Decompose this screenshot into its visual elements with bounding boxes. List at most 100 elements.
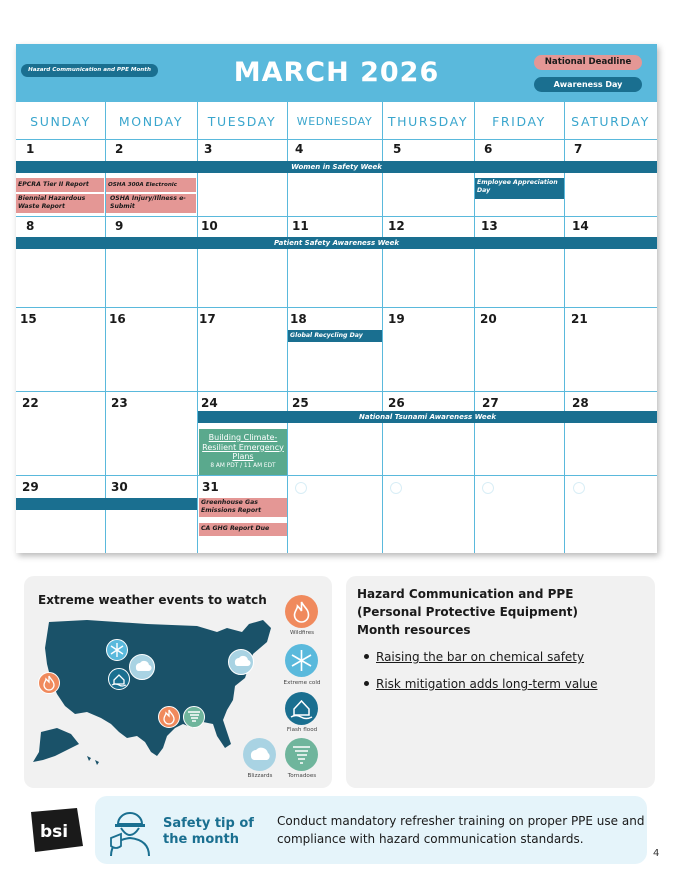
fire-icon: [158, 706, 180, 728]
extreme-weather-panel: Extreme weather events to watch Wildfire…: [24, 576, 332, 788]
day-number: 20: [480, 312, 497, 326]
day-number: 25: [292, 396, 309, 410]
day-number: 14: [572, 219, 589, 233]
osha-300a-event: OSHA 300A Electronic Report: [106, 178, 196, 192]
bsi-logo: bsi: [25, 804, 87, 856]
day-number: 29: [22, 480, 39, 494]
resources-title: Hazard Communication and PPE (Personal P…: [357, 587, 579, 637]
day-number: 21: [571, 312, 588, 326]
blizzard-icon: [243, 738, 276, 771]
patient-safety-week-band: Patient Safety Awareness Week: [16, 237, 657, 249]
day-number: 19: [388, 312, 405, 326]
legend-label: Flash flood: [286, 727, 318, 733]
grid-line: [287, 102, 288, 553]
legend-label: Tornadoes: [287, 773, 317, 779]
day-number: 2: [115, 142, 124, 156]
dayname-thursday: THURSDAY: [387, 114, 469, 129]
day-number: 5: [393, 142, 402, 156]
employee-appreciation-day-event: Employee Appreciation Day: [475, 178, 564, 199]
day-number: 4: [295, 142, 304, 156]
day-number: 11: [292, 219, 309, 233]
legend-label: Wildfires: [289, 630, 315, 636]
dayname-tuesday: TUESDAY: [207, 114, 277, 129]
dayname-friday: FRIDAY: [492, 114, 546, 129]
day-number: 9: [115, 219, 124, 233]
grid-line: [16, 475, 657, 476]
epcra-report-event: EPCRA Tier II Report: [16, 178, 104, 192]
page-number: 4: [653, 848, 660, 859]
day-number: 31: [202, 480, 219, 494]
tornado-icon: [285, 738, 318, 771]
day-number: 10: [201, 219, 218, 233]
day-number: 18: [290, 312, 307, 326]
bsi-wordmark: bsi: [40, 822, 68, 842]
grid-line: [16, 391, 657, 392]
tsunami-awareness-week-band: National Tsunami Awareness Week: [198, 411, 657, 423]
greenhouse-gas-report-event: Greenhouse Gas Emissions Report: [199, 498, 287, 517]
day-number: 15: [20, 312, 37, 326]
dayname-monday: MONDAY: [118, 114, 184, 129]
day-number: 28: [572, 396, 589, 410]
weather-title: Extreme weather events to watch: [38, 593, 267, 607]
day-number: 17: [199, 312, 216, 326]
legend-label: Extreme cold: [283, 680, 321, 686]
empty-day-dot: [390, 482, 402, 494]
chemical-safety-link[interactable]: Raising the bar on chemical safety: [376, 650, 585, 664]
grid-line: [16, 307, 657, 308]
blizzard-icon: [129, 654, 155, 680]
global-recycling-day-event: Global Recycling Day: [288, 330, 382, 342]
grid-line: [382, 102, 383, 553]
legend-national-deadline: National Deadline: [534, 55, 642, 70]
grid-line: [105, 102, 106, 553]
climate-resilient-webinar-event[interactable]: Building Climate-Resilient Emergency Pla…: [199, 429, 287, 475]
legend-label: Blizzards: [247, 773, 273, 779]
grid-line: [474, 102, 475, 553]
empty-day-dot: [573, 482, 585, 494]
osha-injury-event: OSHA Injury/Illness e-Submit: [106, 194, 196, 213]
grid-line: [16, 216, 657, 217]
day-number: 30: [111, 480, 128, 494]
safety-tip-text: Conduct mandatory refresher training on …: [277, 814, 645, 846]
ca-ghg-report-event: CA GHG Report Due: [199, 523, 287, 536]
grid-line: [16, 139, 657, 140]
legend-awareness-day: Awareness Day: [534, 77, 642, 92]
day-number: 1: [26, 142, 35, 156]
day-number: 7: [574, 142, 583, 156]
grid-line: [564, 102, 565, 553]
safety-tip-title: Safety tip of the month: [163, 816, 254, 847]
day-number: 12: [388, 219, 405, 233]
webinar-time: 8 AM PDT / 11 AM EDT: [210, 462, 276, 469]
flood-icon: [285, 692, 318, 725]
grid-line: [197, 102, 198, 553]
bullet-icon: [364, 654, 369, 659]
tornado-icon: [183, 706, 205, 728]
safety-tip-banner: Safety tip of the month Conduct mandator…: [95, 796, 647, 864]
webinar-title-link[interactable]: Building Climate-Resilient Emergency Pla…: [202, 433, 284, 461]
empty-day-dot: [482, 482, 494, 494]
snowflake-icon: [285, 644, 318, 677]
risk-mitigation-link[interactable]: Risk mitigation adds long-term value: [376, 677, 598, 691]
women-in-safety-week-band: Women in Safety Week: [16, 161, 657, 173]
biennial-waste-report-event: Biennial Hazardous Waste Report: [16, 194, 104, 213]
day-number: 16: [109, 312, 126, 326]
day-number: 13: [481, 219, 498, 233]
day-number: 24: [201, 396, 218, 410]
day-number: 27: [482, 396, 499, 410]
safety-worker-icon: [103, 804, 157, 858]
fire-icon: [285, 595, 318, 628]
resource-list-item: Raising the bar on chemical safety: [364, 650, 584, 664]
resource-list-item: Risk mitigation adds long-term value: [364, 677, 598, 691]
us-map: [33, 620, 271, 765]
dayname-sunday: SUNDAY: [30, 114, 91, 129]
empty-day-dot: [295, 482, 307, 494]
day-number: 23: [111, 396, 128, 410]
flood-icon: [108, 668, 130, 690]
bullet-icon: [364, 681, 369, 686]
blizzard-icon: [228, 649, 254, 675]
day-number: 26: [388, 396, 405, 410]
resources-panel: Hazard Communication and PPE (Personal P…: [346, 576, 655, 788]
day-number: 6: [484, 142, 493, 156]
march-calendar: Hazard Communication and PPE Month MARCH…: [16, 44, 657, 553]
calendar-title: MARCH 2026: [233, 57, 440, 88]
fire-icon: [38, 672, 60, 694]
